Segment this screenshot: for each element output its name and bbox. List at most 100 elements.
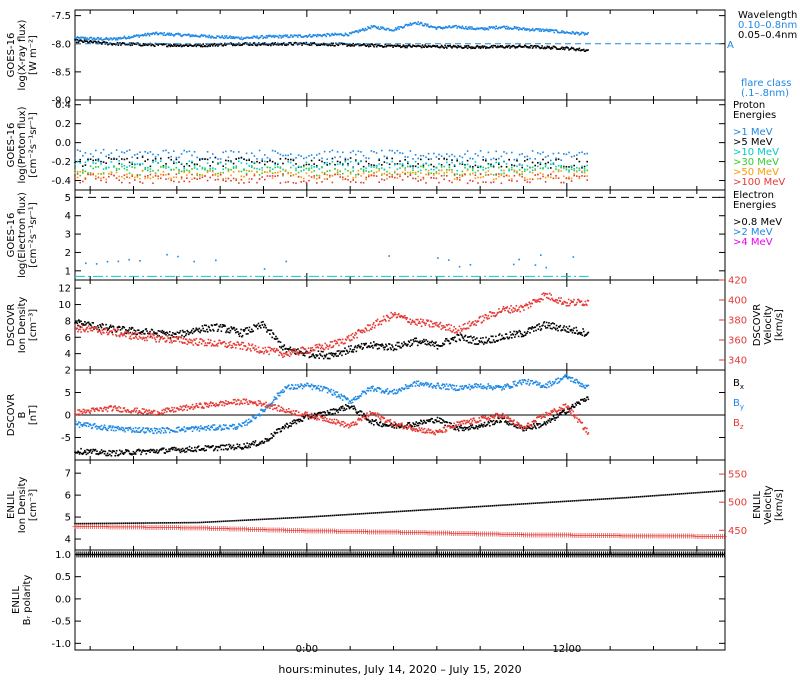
data-point bbox=[278, 392, 280, 394]
data-point bbox=[244, 42, 247, 44]
data-point bbox=[342, 42, 345, 45]
data-point bbox=[399, 160, 401, 162]
data-point bbox=[209, 339, 212, 341]
data-point bbox=[286, 423, 289, 426]
data-point bbox=[420, 158, 422, 161]
data-point bbox=[123, 158, 126, 161]
data-point bbox=[187, 340, 189, 342]
data-point bbox=[243, 158, 245, 161]
data-point bbox=[362, 170, 365, 173]
data-point bbox=[102, 41, 105, 43]
data-point bbox=[278, 34, 281, 37]
data-point bbox=[518, 153, 521, 156]
data-point bbox=[166, 335, 169, 337]
data-point bbox=[391, 313, 394, 315]
data-point bbox=[79, 328, 82, 331]
data-point bbox=[565, 168, 568, 171]
data-point bbox=[134, 426, 137, 429]
data-point bbox=[587, 331, 590, 334]
data-point bbox=[178, 170, 180, 173]
data-point bbox=[461, 173, 464, 176]
data-point bbox=[207, 44, 210, 47]
data-point bbox=[229, 340, 232, 343]
data-point bbox=[516, 46, 518, 49]
data-point bbox=[244, 37, 247, 40]
data-point bbox=[365, 167, 367, 170]
data-point bbox=[264, 42, 266, 44]
data-point bbox=[175, 336, 178, 339]
data-point bbox=[451, 169, 453, 171]
data-point bbox=[261, 43, 263, 45]
data-point bbox=[204, 445, 207, 447]
data-point bbox=[412, 22, 414, 25]
data-point bbox=[93, 449, 96, 452]
data-point bbox=[209, 169, 211, 172]
data-point bbox=[405, 45, 407, 47]
data-point bbox=[331, 175, 334, 177]
data-point bbox=[345, 408, 348, 410]
data-point bbox=[441, 422, 443, 424]
right-y-axis-label: Velocity bbox=[763, 305, 774, 344]
data-point bbox=[95, 38, 97, 41]
data-point bbox=[139, 174, 141, 176]
data-point bbox=[279, 158, 282, 160]
data-point bbox=[334, 168, 336, 170]
data-point bbox=[331, 181, 334, 184]
data-point bbox=[453, 45, 456, 48]
data-point bbox=[435, 177, 438, 180]
data-point bbox=[240, 156, 243, 159]
data-point bbox=[429, 325, 431, 328]
data-point bbox=[515, 304, 518, 307]
data-point bbox=[336, 171, 339, 174]
data-point bbox=[76, 39, 79, 41]
data-point bbox=[542, 173, 544, 176]
data-point bbox=[372, 321, 375, 324]
data-point bbox=[296, 351, 298, 354]
data-point bbox=[129, 36, 132, 39]
data-point bbox=[261, 167, 263, 169]
data-point bbox=[537, 45, 539, 48]
data-point bbox=[211, 343, 214, 345]
data-point bbox=[416, 318, 419, 321]
data-point bbox=[330, 352, 333, 354]
data-point bbox=[208, 428, 211, 430]
data-point bbox=[114, 37, 116, 40]
data-point bbox=[152, 44, 154, 46]
data-point bbox=[485, 314, 487, 317]
data-point bbox=[108, 172, 110, 175]
data-point bbox=[212, 428, 215, 431]
data-point bbox=[264, 37, 267, 39]
data-point bbox=[161, 329, 164, 332]
data-point bbox=[432, 322, 434, 325]
data-point bbox=[511, 309, 513, 311]
data-point bbox=[426, 319, 428, 321]
data-point bbox=[524, 44, 526, 47]
data-point bbox=[520, 46, 523, 48]
data-point bbox=[415, 23, 418, 25]
data-point bbox=[271, 160, 274, 163]
data-point bbox=[111, 331, 113, 334]
data-point bbox=[336, 163, 339, 166]
data-point bbox=[334, 412, 336, 415]
data-point bbox=[169, 45, 172, 48]
data-point bbox=[513, 169, 516, 172]
data-point bbox=[260, 35, 263, 37]
data-point bbox=[562, 31, 564, 34]
data-point bbox=[498, 333, 501, 335]
data-point bbox=[299, 352, 302, 354]
data-point bbox=[123, 326, 126, 329]
data-point bbox=[90, 448, 92, 451]
data-point bbox=[149, 330, 151, 333]
data-point bbox=[255, 416, 258, 419]
data-point bbox=[289, 352, 292, 354]
data-point bbox=[131, 163, 133, 166]
data-point bbox=[178, 448, 180, 450]
data-point bbox=[435, 419, 437, 421]
data-point bbox=[165, 333, 167, 336]
data-point bbox=[410, 339, 412, 341]
data-point bbox=[358, 44, 361, 47]
data-point bbox=[285, 425, 287, 428]
data-point bbox=[539, 153, 542, 155]
data-point bbox=[160, 449, 163, 451]
data-point bbox=[95, 162, 97, 165]
